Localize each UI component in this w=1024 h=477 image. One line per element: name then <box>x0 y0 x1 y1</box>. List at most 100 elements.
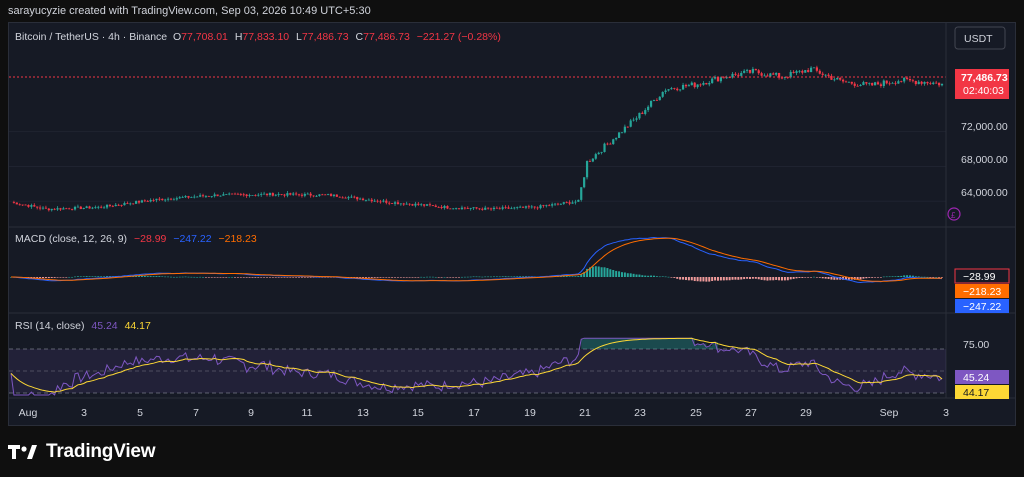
candle-body <box>635 118 638 120</box>
macd-hist-bar <box>242 277 245 278</box>
brand-logo[interactable]: TradingView <box>8 438 156 466</box>
macd-hist-bar <box>629 273 632 277</box>
macd-hist-bar <box>362 277 365 278</box>
candle-body <box>68 208 71 210</box>
macd-hist-badge <box>954 268 1010 284</box>
macd-hist-bar <box>376 277 379 278</box>
macd-hist-bar <box>411 277 414 278</box>
candle-body <box>626 126 629 128</box>
candle-body <box>239 194 242 195</box>
candle-body <box>757 70 760 74</box>
macd-hist-bar <box>82 276 85 278</box>
candle-body <box>821 73 824 75</box>
price-axis[interactable]: 72,000.00 68,000.00 64,000.00 77,486.73 … <box>947 69 1009 221</box>
macd-hist-bar <box>309 277 312 278</box>
macd-hist-bar <box>466 276 469 278</box>
candle-body <box>728 77 731 79</box>
macd-hist-bar <box>929 277 932 278</box>
candle-body <box>263 193 266 195</box>
macd-hist-bar <box>737 277 740 280</box>
macd-hist-bar <box>844 277 847 280</box>
candle-body <box>59 208 62 210</box>
currency-button-label[interactable]: USDT <box>964 33 993 45</box>
macd-hist-bar <box>847 277 850 280</box>
candle-body <box>533 206 536 208</box>
macd-hist-bar <box>68 276 71 278</box>
macd-hist-bar <box>524 276 527 277</box>
macd-hist-bar <box>56 277 59 278</box>
candle-body <box>777 72 781 78</box>
candle-body <box>690 82 693 86</box>
candle-body <box>859 84 862 86</box>
rsi-value-legend: 45.24 <box>91 320 117 332</box>
candle-body <box>737 74 740 76</box>
macd-hist-bar <box>414 277 417 278</box>
currency-button-box[interactable] <box>954 26 1006 50</box>
candle-body <box>70 209 74 211</box>
time-axis[interactable]: Aug 3 5 7 9 11 13 15 17 19 21 23 25 27 29 Sep 3 <box>19 407 949 419</box>
signal-line <box>11 237 942 282</box>
macd-hist-bar <box>725 277 728 281</box>
candle-body <box>33 205 36 207</box>
candle-body <box>396 202 400 205</box>
candle-body <box>329 194 333 196</box>
time-axis-label: 3 <box>943 407 949 419</box>
macd-hist-bar <box>682 277 685 280</box>
candle-body <box>289 193 292 195</box>
candle-body <box>900 81 903 83</box>
candle-body <box>670 88 673 90</box>
macd-hist-bar <box>661 276 664 278</box>
macd-hist-bar <box>568 276 571 277</box>
candle-body <box>440 206 443 208</box>
macd-hist-bar <box>492 276 495 278</box>
macd-hist-bar <box>714 277 717 281</box>
chart-canvas[interactable]: Bitcoin / TetherUS · 4h · Binance O77,70… <box>9 23 1015 425</box>
candle-body <box>414 203 417 206</box>
macd-hist-bar <box>446 277 449 278</box>
macd-hist-bar <box>106 276 109 277</box>
macd-hist-bar <box>792 277 795 279</box>
candle-body <box>740 72 743 76</box>
rsi-line <box>10 337 943 396</box>
macd-hist-bar <box>190 276 193 278</box>
macd-hist-bar <box>757 277 760 280</box>
macd-hist-bar <box>199 276 202 278</box>
macd-hist-bar <box>644 275 647 277</box>
candle-body <box>513 207 516 209</box>
macd-hist-bar <box>394 277 397 278</box>
macd-hist-bar <box>149 276 152 277</box>
macd-hist-bar <box>388 277 391 278</box>
macd-hist-bar <box>481 276 484 278</box>
candle-body <box>44 207 48 209</box>
candle-body <box>199 195 202 197</box>
candle-body <box>894 82 897 84</box>
macd-hist-bar <box>580 274 583 277</box>
candle-body <box>504 207 507 209</box>
candle-body <box>423 204 426 206</box>
candle-body <box>62 208 65 210</box>
macd-hist-bar <box>655 276 658 277</box>
macd-hist-bar <box>236 277 239 278</box>
alert-icon[interactable] <box>947 207 961 221</box>
macd-hist-bar <box>763 277 766 281</box>
currency-button[interactable]: USDT <box>954 26 1006 50</box>
macd-hist-bar <box>891 276 894 277</box>
macd-hist-bar <box>903 275 906 277</box>
signal-line-legend: −218.23 <box>218 233 256 245</box>
candle-body <box>705 82 708 85</box>
macd-hist-bar <box>222 277 225 278</box>
chart-area[interactable]: Bitcoin / TetherUS · 4h · Binance O77,70… <box>8 22 1016 426</box>
candle-body <box>286 193 289 196</box>
candle-body <box>507 207 510 209</box>
macd-hist-bar <box>303 277 306 278</box>
macd-hist-bar <box>818 277 821 278</box>
candle-body <box>716 77 720 82</box>
candle-body <box>873 82 877 86</box>
macd-hist-bar <box>356 277 359 278</box>
macd-hist-bar <box>728 277 731 281</box>
macd-hist-bar <box>856 277 859 280</box>
candle-body <box>411 204 414 206</box>
candle-body <box>178 197 181 199</box>
macd-hist-bar <box>88 276 91 277</box>
candle-body <box>545 205 548 207</box>
